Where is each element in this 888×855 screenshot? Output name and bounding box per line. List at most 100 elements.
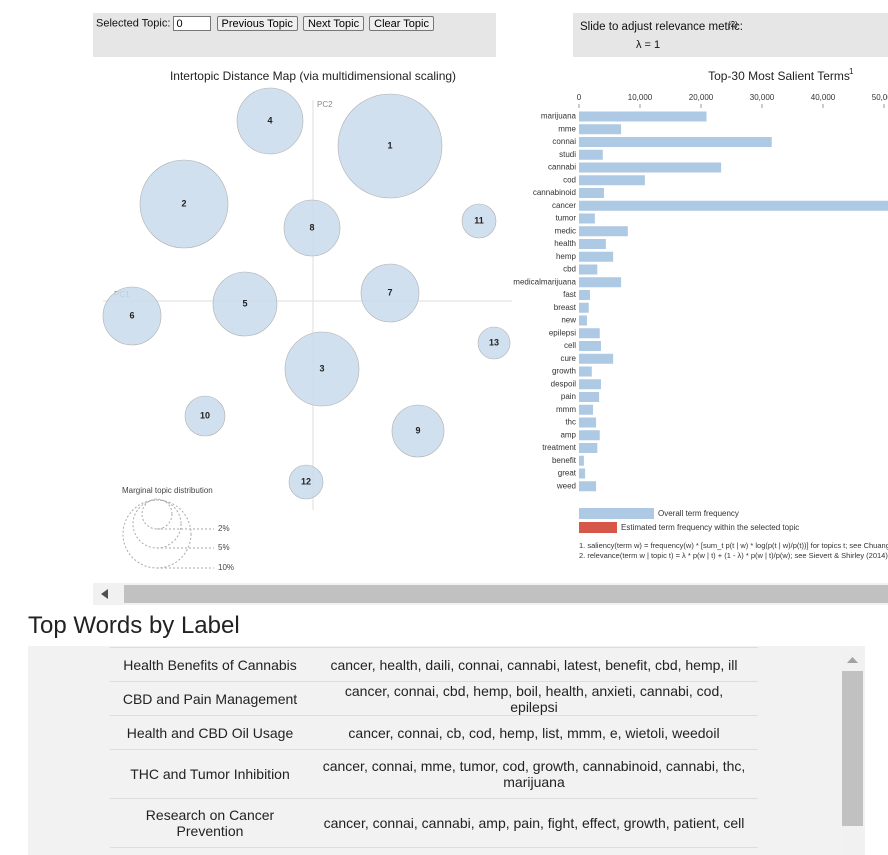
x-tick-label: 30,000 <box>750 93 775 102</box>
topic-label: 10 <box>200 410 210 420</box>
bar <box>579 277 622 288</box>
topic-label: 11 <box>474 215 484 225</box>
y-tick-label: cbd <box>563 265 576 274</box>
scroll-left-arrow[interactable] <box>101 589 108 599</box>
legend-label: Estimated term frequency within the sele… <box>621 523 799 532</box>
y-tick-label: breast <box>554 303 577 312</box>
bar <box>579 302 589 313</box>
y-tick-label: benefit <box>552 456 577 465</box>
y-tick-label: treatment <box>542 443 577 452</box>
label-cell: THC and Tumor Inhibition <box>110 749 310 799</box>
bar <box>579 264 598 275</box>
y-tick-label: amp <box>560 430 576 439</box>
footnote: 2. relevance(term w | topic t) = λ * p(w… <box>579 551 888 560</box>
topic-label: 9 <box>415 425 420 435</box>
bar <box>579 213 595 224</box>
selected-topic-input[interactable] <box>173 16 212 31</box>
size-legend-circle <box>141 498 173 530</box>
topic-label: 12 <box>301 476 311 486</box>
table-row: Research on Cancer Prevention cancer, con… <box>110 798 758 848</box>
y-tick-label: health <box>554 239 576 248</box>
bar <box>579 404 594 415</box>
y-tick-label: cancer <box>552 201 576 210</box>
table-row: THC and Tumor Inhibition cancer, connai, … <box>110 749 758 799</box>
x-tick-label: 0 <box>577 93 582 102</box>
top-words-cell: cancer, connai, cannabi, amp, pain, figh… <box>310 798 758 848</box>
y-tick-label: weed <box>556 481 576 490</box>
table-row: Health and CBD Oil Usage cancer, connai, … <box>110 715 758 750</box>
bar <box>579 468 586 479</box>
topic-circle[interactable] <box>461 203 497 239</box>
label-cell: Health Benefits of Cannabis <box>110 647 310 682</box>
topic-label: 6 <box>129 310 134 320</box>
label-cell: Health and CBD Oil Usage <box>110 715 310 750</box>
bar <box>579 137 772 147</box>
bar <box>579 149 603 160</box>
bar <box>579 481 597 492</box>
bar <box>579 239 606 249</box>
y-tick-label: growth <box>552 367 576 376</box>
bar <box>579 341 601 351</box>
bar <box>579 251 614 262</box>
x-tick-label: 40,000 <box>811 93 836 102</box>
bar-chart: 0 10,000 20,000 30,000 40,000 50,000 marijuana… <box>513 93 888 492</box>
topic-circle[interactable] <box>236 87 304 155</box>
topic-label: 3 <box>319 363 324 373</box>
map-title: Intertopic Distance Map (via multidimens… <box>170 69 456 83</box>
lambda-label: λ = 1 <box>636 39 661 51</box>
y-tick-label: hemp <box>556 252 577 261</box>
h-scroll-thumb[interactable] <box>124 585 888 603</box>
topic-circle[interactable] <box>360 263 420 323</box>
bar <box>579 315 587 326</box>
topic-circle[interactable] <box>284 331 360 407</box>
size-legend-label: 10% <box>218 563 234 572</box>
bar <box>579 200 888 211</box>
topic-circle[interactable] <box>477 326 511 360</box>
bar <box>579 290 590 300</box>
bar <box>579 162 722 173</box>
y-tick-label: cannabinoid <box>533 188 576 197</box>
bar <box>579 188 605 198</box>
topic-circle[interactable] <box>212 271 278 337</box>
y-tick-label: new <box>561 316 576 325</box>
topic-circle[interactable] <box>288 464 324 500</box>
y-tick-label: mme <box>558 124 576 133</box>
clear-topic-button[interactable]: Clear Topic <box>369 16 434 31</box>
topic-circle[interactable] <box>139 159 229 249</box>
y-tick-label: cure <box>560 354 576 363</box>
bar <box>579 443 598 453</box>
y-tick-label: fast <box>563 290 577 299</box>
bar <box>579 328 600 339</box>
topic-circle[interactable] <box>391 404 445 458</box>
topic-label: 4 <box>267 115 272 125</box>
scroll-up-arrow[interactable] <box>842 652 863 666</box>
y-tick-label: cannabi <box>548 163 576 172</box>
y-tick-label: marijuana <box>541 112 577 121</box>
next-topic-button[interactable]: Next Topic <box>302 16 365 31</box>
bar <box>579 226 628 237</box>
topic-label: 5 <box>242 298 247 308</box>
topic-circle[interactable] <box>337 93 443 199</box>
v-scroll-thumb[interactable] <box>842 671 863 826</box>
topic-label: 1 <box>387 140 392 150</box>
y-tick-label: medicalmarijuana <box>513 277 576 286</box>
label-cell: Research on Cancer Prevention <box>110 798 310 848</box>
previous-topic-button[interactable]: Previous Topic <box>216 16 298 31</box>
y-tick-label: epilepsi <box>549 328 576 337</box>
top-words-cell: cancer, connai, mme, tumor, cod, growth,… <box>310 749 758 799</box>
bar <box>579 366 592 377</box>
table-row: Health Benefits of Cannabis cancer, healt… <box>110 647 758 682</box>
topic-circle[interactable] <box>184 395 226 437</box>
y-tick-label: cod <box>563 175 576 184</box>
bar <box>579 430 600 441</box>
bar <box>579 353 614 364</box>
topic-circle[interactable] <box>102 286 162 346</box>
selected-topic-label: Selected Topic: <box>96 17 171 30</box>
bar <box>579 379 601 390</box>
top-words-cell: cancer, connai, cb, cod, hemp, list, mmm… <box>310 715 758 750</box>
legend-swatch <box>579 508 654 519</box>
topic-circle[interactable] <box>283 199 341 257</box>
top-words-cell: cancer, health, daili, connai, cannabi, … <box>310 647 758 682</box>
